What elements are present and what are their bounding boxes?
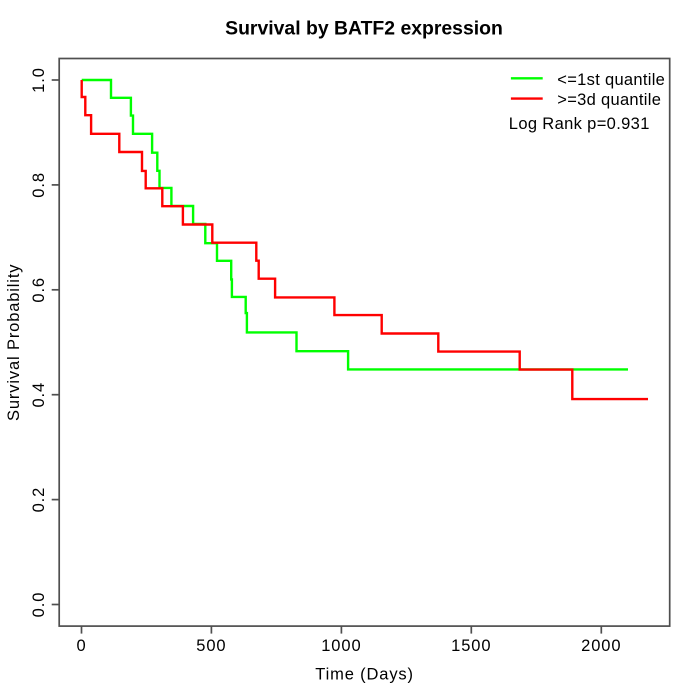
svg-text:Time (Days): Time (Days) bbox=[315, 665, 414, 683]
svg-text:0.0: 0.0 bbox=[30, 592, 48, 618]
svg-text:0.8: 0.8 bbox=[30, 172, 48, 198]
svg-text:1.0: 1.0 bbox=[30, 67, 48, 93]
svg-text:0.2: 0.2 bbox=[30, 487, 48, 513]
svg-text:500: 500 bbox=[196, 637, 226, 655]
svg-text:1500: 1500 bbox=[451, 637, 491, 655]
svg-text:Log Rank p=0.931: Log Rank p=0.931 bbox=[509, 115, 650, 133]
svg-text:2000: 2000 bbox=[581, 637, 621, 655]
svg-text:0.6: 0.6 bbox=[30, 277, 48, 303]
svg-text:0: 0 bbox=[76, 637, 86, 655]
svg-text:1000: 1000 bbox=[321, 637, 361, 655]
svg-text:Survival by BATF2 expression: Survival by BATF2 expression bbox=[225, 18, 503, 40]
svg-text:>=3d quantile: >=3d quantile bbox=[557, 91, 661, 109]
svg-text:Survival Probability: Survival Probability bbox=[5, 264, 23, 421]
svg-text:<=1st quantile: <=1st quantile bbox=[557, 71, 665, 89]
svg-text:0.4: 0.4 bbox=[30, 382, 48, 408]
